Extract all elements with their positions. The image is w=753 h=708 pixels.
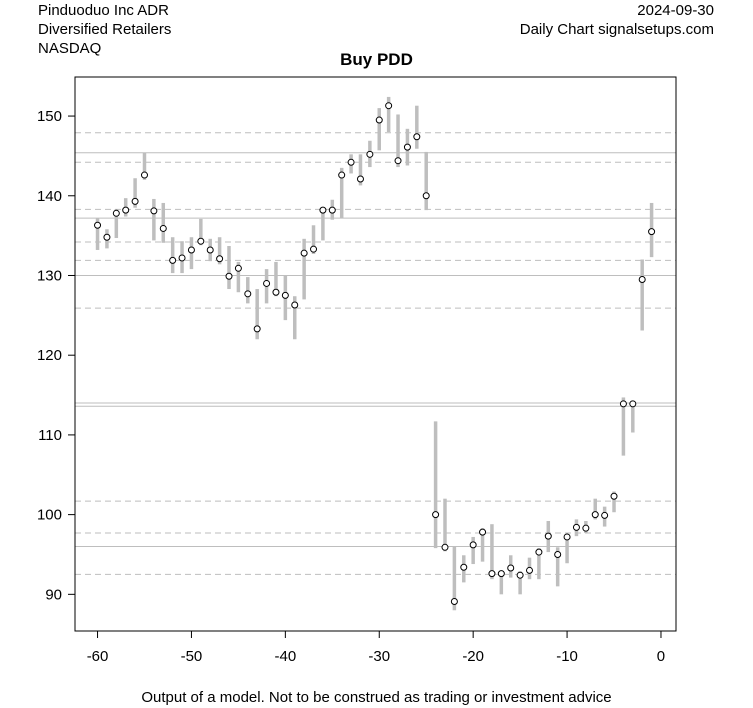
close-point — [169, 256, 177, 264]
close-point — [422, 192, 430, 200]
close-point — [469, 541, 477, 549]
close-point — [497, 570, 505, 578]
y-tick-label: 100 — [37, 507, 62, 524]
close-point — [216, 255, 224, 263]
close-point — [281, 291, 289, 299]
close-point — [610, 492, 618, 500]
close-point — [563, 533, 571, 541]
disclaimer: Output of a model. Not to be construed a… — [141, 689, 612, 706]
close-point — [516, 571, 524, 579]
y-tick-label: 90 — [45, 586, 62, 603]
close-point — [122, 206, 130, 214]
close-point — [535, 548, 543, 556]
close-point — [338, 171, 346, 179]
close-point — [253, 325, 261, 333]
x-tick-label: -40 — [275, 648, 297, 665]
x-tick-label: 0 — [657, 648, 665, 665]
close-point — [234, 264, 242, 272]
close-point — [197, 237, 205, 245]
y-tick-label: 130 — [37, 267, 62, 284]
close-point — [450, 598, 458, 606]
close-point — [460, 563, 468, 571]
close-point — [432, 511, 440, 519]
close-point — [291, 301, 299, 309]
close-point — [403, 143, 411, 151]
chart-source: Daily Chart signalsetups.com — [519, 21, 714, 38]
x-tick-label: -10 — [556, 648, 578, 665]
close-point — [441, 543, 449, 551]
close-point — [94, 221, 102, 229]
close-point — [591, 511, 599, 519]
close-point — [572, 523, 580, 531]
x-tick-label: -50 — [181, 648, 203, 665]
close-point — [394, 157, 402, 165]
close-point — [619, 400, 627, 408]
close-point — [507, 564, 515, 572]
close-point — [159, 224, 167, 232]
chart-title: Buy PDD — [340, 50, 413, 69]
close-point — [413, 133, 421, 141]
close-point — [187, 246, 195, 254]
close-point — [629, 400, 637, 408]
sector-label: Diversified Retailers — [38, 21, 172, 38]
y-tick-label: 150 — [37, 108, 62, 125]
close-point — [112, 209, 120, 217]
close-point — [554, 550, 562, 558]
close-point — [601, 511, 609, 519]
close-point — [206, 246, 214, 254]
close-point — [328, 206, 336, 214]
close-point — [356, 175, 364, 183]
x-tick-label: -30 — [368, 648, 390, 665]
company-name: Pinduoduo Inc ADR — [38, 2, 169, 19]
close-point — [582, 524, 590, 532]
close-point — [544, 532, 552, 540]
close-point — [526, 566, 534, 574]
x-tick-label: -60 — [87, 648, 109, 665]
close-point — [140, 171, 148, 179]
x-tick-label: -20 — [462, 648, 484, 665]
close-point — [366, 150, 374, 158]
close-point — [272, 288, 280, 296]
y-tick-label: 120 — [37, 347, 62, 364]
close-point — [648, 228, 656, 236]
close-point — [310, 245, 318, 253]
close-point — [488, 570, 496, 578]
close-point — [103, 233, 111, 241]
close-point — [375, 116, 383, 124]
plot-frame — [74, 76, 677, 632]
exchange-label: NASDAQ — [38, 40, 102, 57]
close-point — [319, 206, 327, 214]
close-point — [225, 272, 233, 280]
y-tick-label: 110 — [38, 427, 62, 444]
close-point — [479, 528, 487, 536]
close-point — [638, 275, 646, 283]
close-point — [385, 102, 393, 110]
close-point — [244, 290, 252, 298]
close-point — [347, 158, 355, 166]
close-point — [263, 279, 271, 287]
y-tick-label: 140 — [37, 188, 62, 205]
close-point — [131, 197, 139, 205]
chart-date: 2024-09-30 — [637, 2, 714, 19]
close-point — [300, 249, 308, 257]
close-point — [178, 254, 186, 262]
close-point — [150, 207, 158, 215]
